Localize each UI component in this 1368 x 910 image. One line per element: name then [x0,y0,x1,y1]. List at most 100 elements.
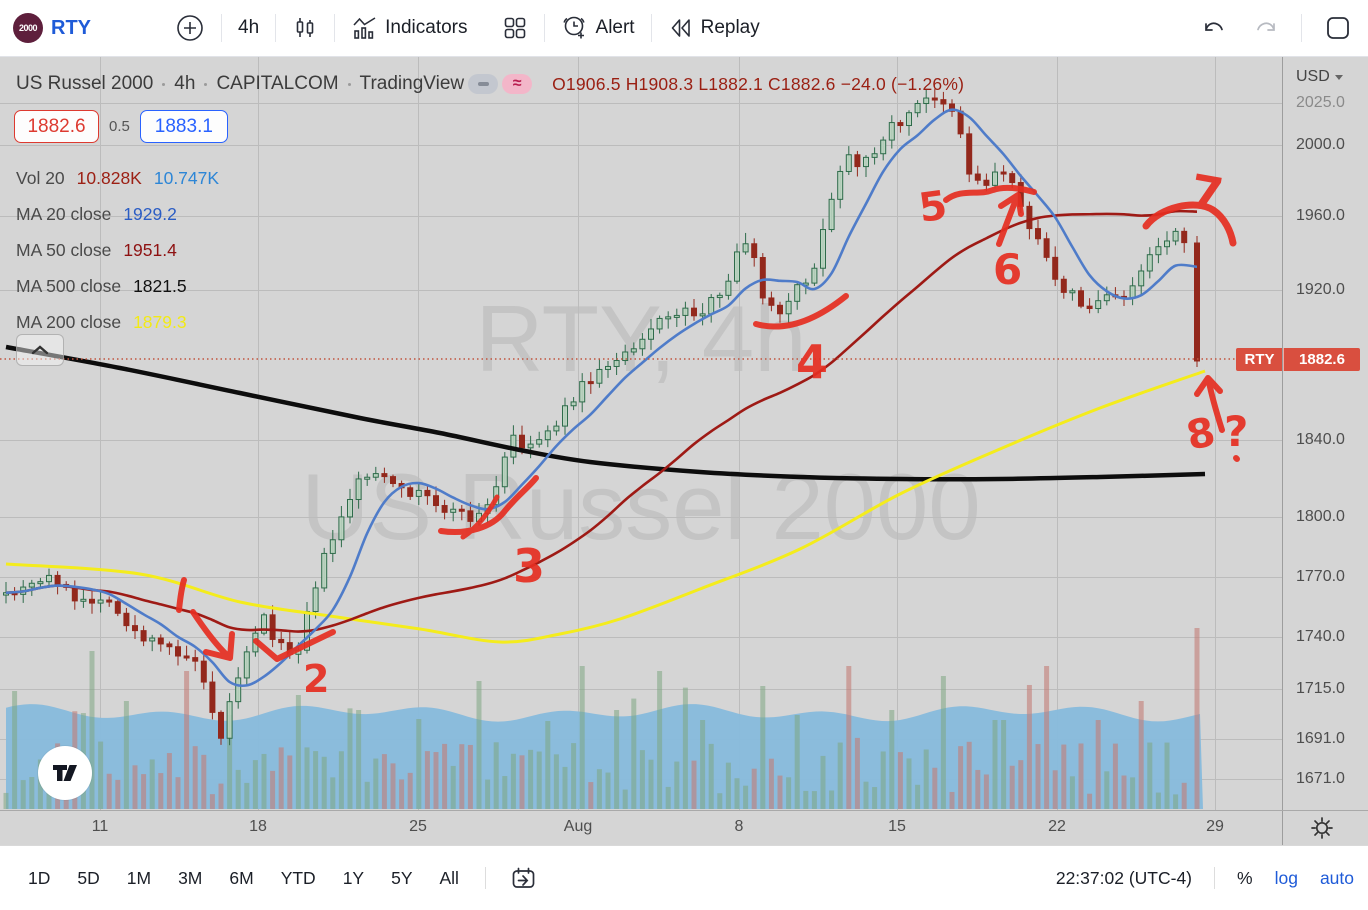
bottom-right-group: 22:37:02 (UTC-4) % log auto [1056,867,1354,889]
time-tick: 11 [91,818,109,835]
toolbar-divider [221,14,222,42]
range-button-all[interactable]: All [439,867,459,888]
range-button-3m[interactable]: 3M [178,867,203,888]
range-button-5y[interactable]: 5Y [391,867,413,888]
annotation-number[interactable]: 2 [303,657,329,701]
legend-label: MA 50 close [16,239,112,260]
range-button-1y[interactable]: 1Y [342,867,365,888]
ohlc-readout: O1906.5 H1908.3 L1882.1 C1882.6 −24.0 (−… [552,73,965,94]
minus-icon [477,82,489,86]
annotation-number[interactable]: 4 [796,335,828,389]
calendar-goto-icon [512,867,535,888]
symbol-button[interactable]: 2000 RTY [0,13,91,43]
legend-row[interactable]: MA 50 close 1951.4 [16,232,219,268]
range-button-6m[interactable]: 6M [229,867,254,888]
annotation-number[interactable]: 6 [993,245,1022,294]
alert-button[interactable]: Alert [555,14,641,42]
legend-value: 10.747K [153,167,220,188]
range-button-ytd[interactable]: YTD [280,867,316,888]
sell-button[interactable]: 1882.6 [14,110,99,143]
legend-row[interactable]: Vol 20 10.828K 10.747K [16,160,219,196]
layout-button[interactable] [1318,14,1358,42]
replay-icon [671,19,690,37]
templates-button[interactable] [496,15,534,41]
legend-row[interactable]: MA 200 close 1879.3 [16,304,219,340]
chart-exchange: CAPITALCOM [216,73,339,94]
undo-icon [1205,22,1223,31]
tradingview-logo[interactable] [38,746,92,800]
currency-selector[interactable]: USD [1296,68,1343,86]
last-price-badge: RTY 1882.6 [1236,348,1360,371]
last-price-value: 1882.6 [1284,348,1360,371]
redo-icon [1257,22,1275,31]
toolbar-divider [275,14,277,42]
chart-strip: RTY, 4h US Russel 2000 2 3 4 5 6 7 8? US Russe… [0,57,1368,845]
auto-scale-button[interactable]: auto [1319,867,1354,888]
chart-title[interactable]: US Russel 2000 [16,73,154,94]
chart-header: US Russel 2000 4h CAPITALCOM TradingView… [16,73,964,95]
range-button-1d[interactable]: 1D [28,867,51,888]
plus-circle-icon [177,15,203,41]
axis-separator [1282,57,1283,845]
annotation-number[interactable]: 8 [1183,409,1220,460]
bid-ask-widget: 1882.6 0.5 1883.1 [14,110,228,143]
legend-expander-button[interactable] [16,334,64,366]
market-status-icon[interactable] [468,74,499,94]
clock[interactable]: 22:37:02 (UTC-4) [1055,867,1193,888]
tradingview-logo-icon [53,765,77,781]
price-tick: 2000.0 [1296,136,1345,153]
redo-button[interactable] [1247,15,1285,41]
undo-button[interactable] [1195,15,1233,41]
grid-icon [504,17,525,39]
chart-platform: TradingView [359,73,465,94]
price-axis[interactable]: USD 2025.0 2000.0 1960.0 1920.0 1840.0 1800.0… [1283,57,1368,810]
toolbar-divider [484,867,486,889]
toolbar-divider [543,14,545,42]
axis-settings-button[interactable] [1308,814,1336,847]
go-to-date-button[interactable] [510,865,537,892]
legend-row[interactable]: MA 20 close 1929.2 [16,196,219,232]
time-tick: 25 [409,818,427,835]
legend-row[interactable]: MA 500 close 1821.5 [16,268,219,304]
dot-separator [162,82,166,86]
log-scale-button[interactable]: log [1274,867,1298,888]
replay-button[interactable]: Replay [662,15,766,41]
annotation-number[interactable]: ? [1224,407,1248,456]
annotation-number[interactable]: 3 [513,539,545,593]
volume-layer [3,628,1203,809]
chart-interval[interactable]: 4h [174,73,196,94]
indicators-button[interactable]: Indicators [345,15,473,42]
buy-button[interactable]: 1883.1 [139,110,228,143]
range-button-1m[interactable]: 1M [126,867,152,888]
price-tick: 1800.0 [1296,508,1345,525]
chevron-up-icon [31,345,49,355]
toolbar-divider [1301,14,1302,42]
price-tick: 1671.0 [1296,770,1345,787]
price-tick: 1740.0 [1296,628,1345,645]
toolbar-divider [650,14,652,42]
last-price-symbol: RTY [1236,348,1284,371]
candlestick-icon [296,18,314,37]
legend-value: 10.828K [76,167,142,188]
legend-value: 1821.5 [133,275,187,296]
spread-value: 0.5 [109,118,130,135]
annotation-number[interactable]: 5 [916,182,950,231]
interval-button[interactable]: 4h [232,17,265,39]
replay-label: Replay [700,17,760,38]
range-button-5d[interactable]: 5D [77,867,100,888]
toolbar-divider [1214,867,1216,889]
currency-label: USD [1296,68,1330,85]
chart-style-button[interactable] [286,15,324,41]
chevron-down-icon [1334,74,1343,80]
legend-label: Vol 20 [16,167,65,188]
layout-square-icon [1327,17,1349,39]
toolbar-divider [334,14,336,42]
time-axis[interactable]: 11 18 25 Aug 8 15 22 29 [0,811,1368,845]
price-tick: 2025.0 [1296,94,1345,111]
price-tick: 1960.0 [1296,207,1345,224]
percent-scale-button[interactable]: % [1237,867,1253,888]
compare-add-button[interactable] [169,13,211,43]
delayed-data-icon[interactable]: ≈ [502,74,533,94]
